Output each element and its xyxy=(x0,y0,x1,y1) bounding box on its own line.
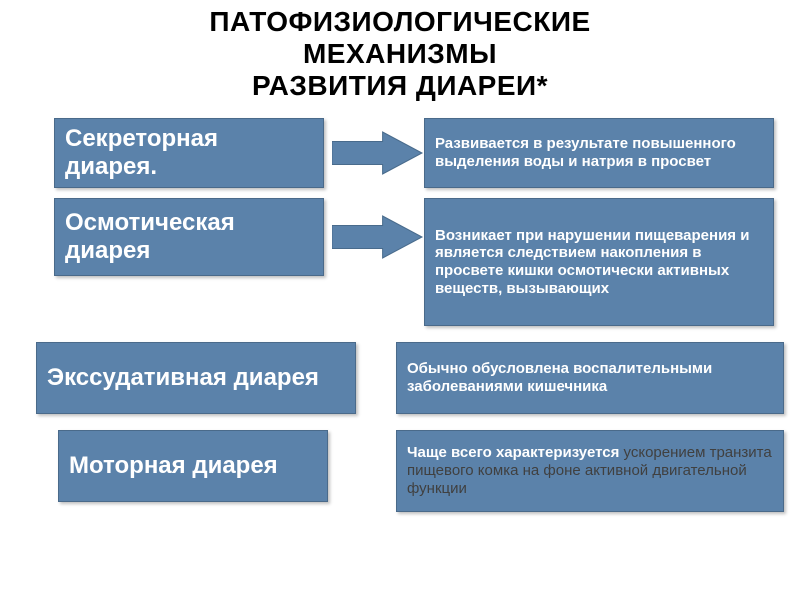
type-box: Моторная диарея xyxy=(58,430,328,502)
diagram-row: Осмотическая диарея Возникает при наруше… xyxy=(18,198,800,326)
diagram-row: Секреторная диарея. Развивается в резуль… xyxy=(18,118,800,188)
description-box: Чаще всего характеризуется ускорением тр… xyxy=(396,430,784,512)
title-line-3: РАЗВИТИЯ ДИАРЕИ* xyxy=(20,70,780,102)
description-box: Возникает при нарушении пищеварения и яв… xyxy=(424,198,774,326)
type-box: Осмотическая диарея xyxy=(54,198,324,276)
description-bold: Чаще всего характеризуется xyxy=(407,444,619,461)
description-box: Развивается в результате повышенного выд… xyxy=(424,118,774,188)
arrow-icon xyxy=(332,214,424,260)
main-title: ПАТОФИЗИОЛОГИЧЕСКИЕ МЕХАНИЗМЫ РАЗВИТИЯ Д… xyxy=(0,0,800,107)
arrow-icon xyxy=(332,130,424,176)
diagram-row: Моторная диарея Чаще всего характеризуетс… xyxy=(18,430,800,512)
title-line-1: ПАТОФИЗИОЛОГИЧЕСКИЕ xyxy=(20,6,780,38)
type-box: Секреторная диарея. xyxy=(54,118,324,188)
type-box: Экссудативная диарея xyxy=(36,342,356,414)
title-line-2: МЕХАНИЗМЫ xyxy=(20,38,780,70)
description-box: Обычно обусловлена воспалительными забол… xyxy=(396,342,784,414)
diagram-row: Экссудативная диарея Обычно обусловлена в… xyxy=(18,342,800,414)
